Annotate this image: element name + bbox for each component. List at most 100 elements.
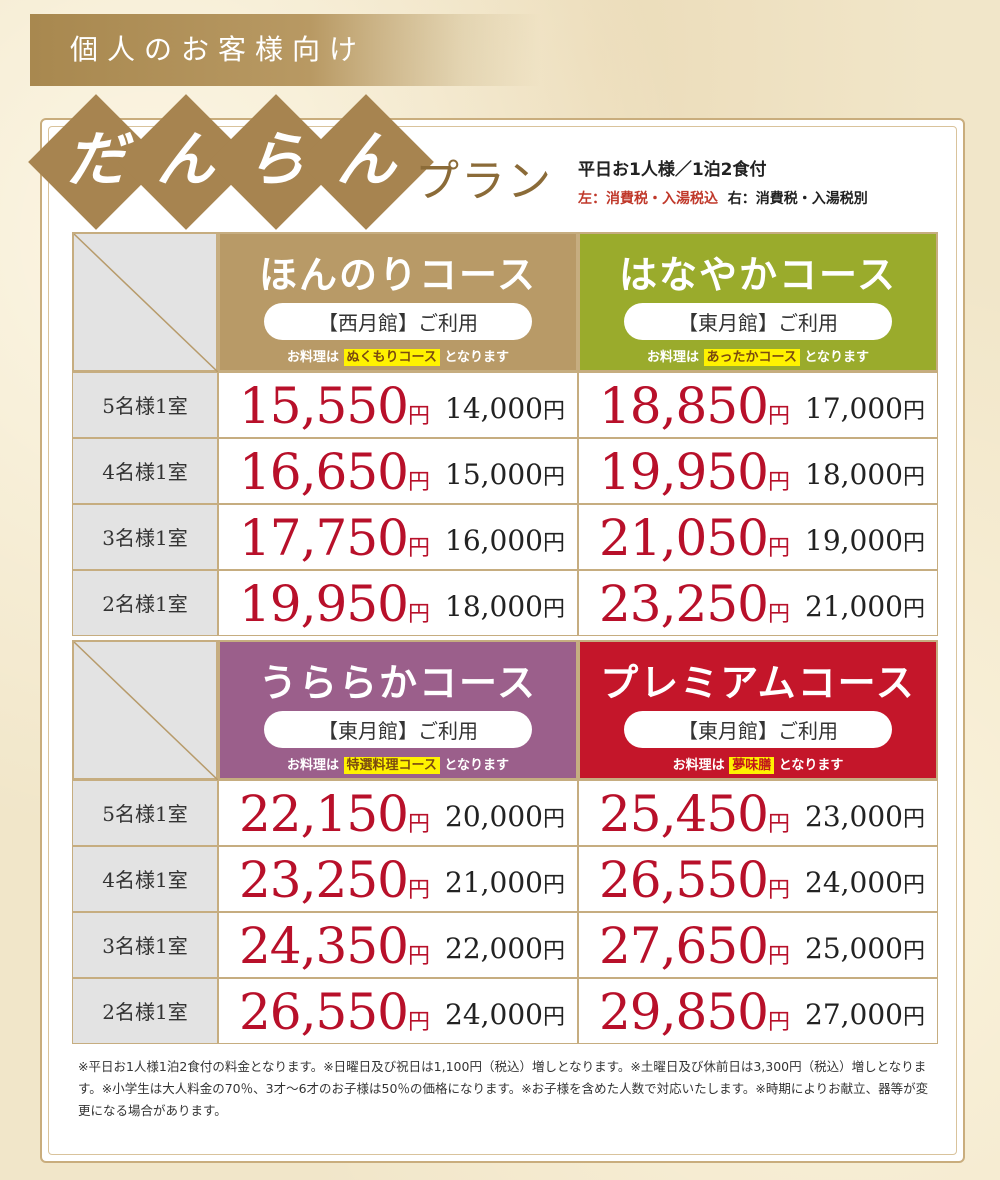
meal-course-highlight: 夢味膳	[729, 757, 775, 774]
room-size-label: 2名様1室	[72, 570, 218, 636]
building-wrap: 【東月館】ご利用	[580, 707, 936, 748]
price-tax-excluded-value: 20,000	[445, 800, 543, 833]
room-size-label: 3名様1室	[72, 912, 218, 978]
yen-unit: 円	[902, 399, 925, 424]
yen-unit: 円	[767, 944, 790, 969]
price-cell: 15,550円 14,000円	[218, 372, 578, 438]
price-tax-included: 23,250円	[599, 571, 790, 648]
room-size-label: 3名様1室	[72, 504, 218, 570]
price-tax-excluded: 24,000円	[805, 861, 925, 908]
meal-course-highlight: あったかコース	[703, 349, 800, 366]
building-wrap: 【西月館】ご利用	[220, 299, 576, 340]
meal-note-suffix: となります	[444, 350, 510, 365]
course-header: うららかコース 【東月館】ご利用 お料理は 特選料理コース となります	[218, 640, 578, 780]
yen-unit: 円	[902, 1005, 925, 1030]
building-pill: 【東月館】ご利用	[624, 711, 892, 748]
price-tax-excluded-value: 21,000	[805, 590, 903, 623]
price-tax-included: 26,550円	[599, 847, 790, 924]
price-cell: 25,450円 23,000円	[578, 780, 938, 846]
meal-note: お料理は 夢味膳 となります	[580, 754, 936, 774]
price-tax-included: 16,650円	[239, 439, 430, 516]
price-tax-included-value: 29,850	[599, 983, 769, 1041]
price-tax-included-value: 26,550	[599, 851, 769, 909]
price-tax-excluded-value: 19,000	[805, 524, 903, 557]
price-tax-included-value: 18,850	[599, 377, 769, 435]
price-tax-included-value: 19,950	[239, 575, 409, 633]
price-tax-excluded-value: 17,000	[805, 392, 903, 425]
price-cell: 26,550円 24,000円	[578, 846, 938, 912]
price-tax-included: 29,850円	[599, 979, 790, 1056]
yen-unit: 円	[542, 873, 565, 898]
audience-label: 個人のお客様向け	[30, 14, 540, 86]
title-char: ん	[156, 125, 216, 195]
yen-unit: 円	[407, 944, 430, 969]
building-pill: 【東月館】ご利用	[624, 303, 892, 340]
price-cell: 18,850円 17,000円	[578, 372, 938, 438]
price-cell: 21,050円 19,000円	[578, 504, 938, 570]
price-cell: 29,850円 27,000円	[578, 978, 938, 1044]
meal-note: お料理は ぬくもりコース となります	[220, 346, 576, 366]
yen-unit: 円	[767, 404, 790, 429]
price-tax-excluded-value: 24,000	[805, 866, 903, 899]
yen-unit: 円	[407, 812, 430, 837]
price-tax-included: 26,550円	[239, 979, 430, 1056]
building-wrap: 【東月館】ご利用	[580, 299, 936, 340]
title-diamond: ん	[132, 108, 240, 216]
price-tax-included: 24,350円	[239, 913, 430, 990]
header-corner	[72, 640, 220, 782]
meal-note-prefix: お料理は	[286, 350, 339, 365]
price-tax-included: 18,850円	[599, 373, 790, 450]
price-tax-excluded: 16,000円	[445, 519, 565, 566]
yen-unit: 円	[902, 597, 925, 622]
price-tax-excluded-value: 24,000	[445, 998, 543, 1031]
price-tax-included: 22,150円	[239, 781, 430, 858]
yen-unit: 円	[407, 470, 430, 495]
yen-unit: 円	[767, 470, 790, 495]
price-tax-excluded: 25,000円	[805, 927, 925, 974]
footnote: ※平日お1人様1泊2食付の料金となります。※日曜日及び祝日は1,100円（税込）…	[78, 1059, 929, 1118]
price-tax-excluded: 21,000円	[445, 861, 565, 908]
yen-unit: 円	[902, 531, 925, 556]
yen-unit: 円	[542, 1005, 565, 1030]
price-tax-excluded-value: 18,000	[445, 590, 543, 623]
price-tax-included: 27,650円	[599, 913, 790, 990]
price-tax-included: 15,550円	[239, 373, 430, 450]
price-tax-excluded-value: 22,000	[445, 932, 543, 965]
price-tax-included-value: 15,550	[239, 377, 409, 435]
price-tax-excluded: 21,000円	[805, 585, 925, 632]
room-size-label: 5名様1室	[72, 372, 218, 438]
tax-left-note: 左：消費税・入湯税込	[578, 191, 718, 207]
yen-unit: 円	[767, 878, 790, 903]
building-pill: 【東月館】ご利用	[264, 711, 532, 748]
course-header: ほんのりコース 【西月館】ご利用 お料理は ぬくもりコース となります	[218, 232, 578, 372]
meal-note-suffix: となります	[444, 758, 510, 773]
yen-unit: 円	[542, 939, 565, 964]
price-cell: 26,550円 24,000円	[218, 978, 578, 1044]
yen-unit: 円	[902, 873, 925, 898]
yen-unit: 円	[902, 939, 925, 964]
building-wrap: 【東月館】ご利用	[220, 707, 576, 748]
price-tax-excluded: 24,000円	[445, 993, 565, 1040]
price-tax-excluded-value: 25,000	[805, 932, 903, 965]
meal-note-prefix: お料理は	[286, 758, 339, 773]
price-tax-included-value: 16,650	[239, 443, 409, 501]
price-tax-included-value: 19,950	[599, 443, 769, 501]
course-header: プレミアムコース 【東月館】ご利用 お料理は 夢味膳 となります	[578, 640, 938, 780]
tax-right-note: 右：消費税・入湯税別	[727, 191, 868, 207]
price-tax-included: 17,750円	[239, 505, 430, 582]
price-tax-included: 23,250円	[239, 847, 430, 924]
meal-course-highlight: ぬくもりコース	[343, 349, 440, 366]
plan-word: プラン	[415, 156, 553, 207]
price-cell: 24,350円 22,000円	[218, 912, 578, 978]
title-char: だ	[66, 125, 126, 195]
price-tax-excluded-value: 21,000	[445, 866, 543, 899]
price-tax-included-value: 27,650	[599, 917, 769, 975]
yen-unit: 円	[902, 465, 925, 490]
building-pill: 【西月館】ご利用	[264, 303, 532, 340]
price-tax-excluded: 19,000円	[805, 519, 925, 566]
room-size-label: 2名様1室	[72, 978, 218, 1044]
price-tax-excluded: 14,000円	[445, 387, 565, 434]
course-name: はなやかコース	[618, 252, 898, 297]
price-cell: 17,750円 16,000円	[218, 504, 578, 570]
meal-note: お料理は あったかコース となります	[580, 346, 936, 366]
